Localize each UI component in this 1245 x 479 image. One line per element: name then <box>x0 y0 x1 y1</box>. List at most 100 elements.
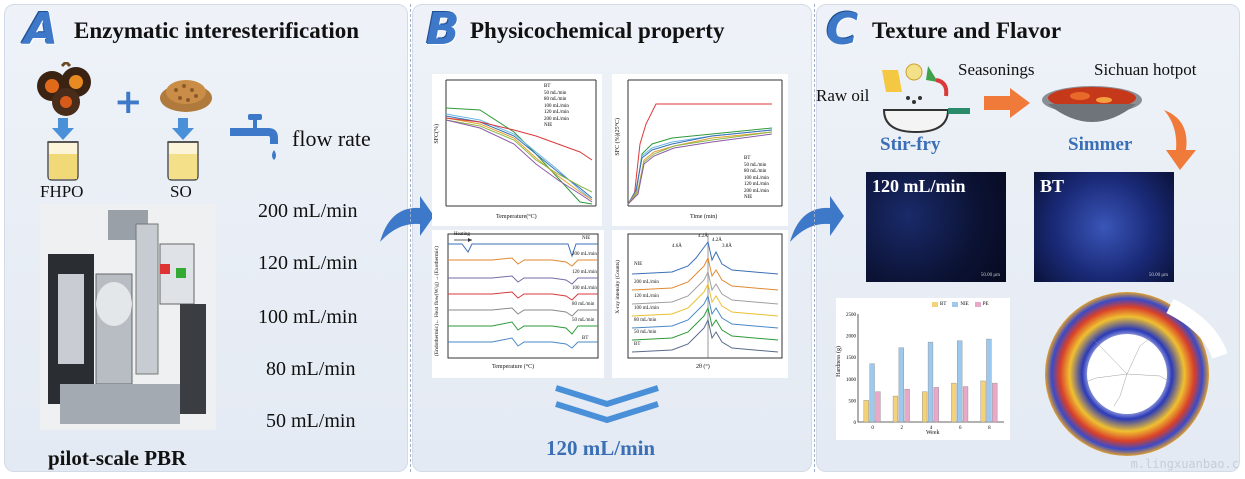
xrd-label-80: 80 mL/min <box>634 318 657 323</box>
sfc-temperature-chart: SFC(%) Temperature(°C) BT 50 mL/min 80 m… <box>432 74 602 226</box>
legend-item: 200 mL/min <box>544 116 569 122</box>
y-tick-label: 2000 <box>846 335 857 340</box>
faucet-icon <box>230 114 278 160</box>
bar-nie-week-0 <box>869 363 875 423</box>
bar-bt-week-8 <box>980 380 986 423</box>
bar-xlabel: Week <box>926 430 940 436</box>
selected-rate-label: 120 mL/min <box>546 436 656 460</box>
dsc-label-80: 80 mL/min <box>572 302 595 307</box>
bar-nie-week-8 <box>986 338 992 423</box>
dsc-label-bt: BT <box>582 336 589 341</box>
stir-fry-icon <box>882 63 970 134</box>
panel-c-title: Texture and Flavor <box>872 18 1062 43</box>
xrd-ylabel: X-ray intensity (Counts) <box>615 260 621 314</box>
beaker-icon <box>167 141 199 181</box>
sfc-time-ylabel: SFC (%)(25°C) <box>615 118 621 156</box>
bar-pe-week-6 <box>962 386 969 423</box>
bar-bt-week-2 <box>892 395 899 423</box>
x-tick-label: 4 <box>930 426 933 431</box>
panel-b-title: Physicochemical property <box>470 18 725 43</box>
ingredient-fhpo-label: FHPO <box>40 182 84 201</box>
legend-item: 100 mL/min <box>744 175 769 181</box>
xrd-xlabel: 2θ (°) <box>696 364 710 370</box>
bar-nie-week-4 <box>927 341 934 423</box>
dsc-chart: Heating (Endothermic)← Heat flow(W/g) →(… <box>432 230 604 378</box>
xrd-peak-label: 3.8Å <box>722 244 732 249</box>
legend-item: NIE <box>952 302 969 307</box>
flow-rate-50: 50 mL/min <box>266 410 356 432</box>
dsc-label-nie: NIE <box>582 236 591 241</box>
bar-nie-week-6 <box>957 340 963 423</box>
xrd-peak-label: 4.2Å <box>698 234 708 239</box>
bar-bt-week-0 <box>863 400 869 423</box>
raw-oil-label: Raw oil <box>816 86 870 105</box>
xrd-label-200: 200 mL/min <box>634 280 659 285</box>
arrow-right-icon <box>984 88 1030 118</box>
dsc-label-200: 200 mL/min <box>572 252 597 257</box>
arrow-right-icon <box>790 196 844 242</box>
sfc-time-legend: BT 50 mL/min 80 mL/min 100 mL/min 120 mL… <box>744 156 769 202</box>
micrograph-bt-label: BT <box>1040 176 1065 196</box>
arrow-right-icon <box>380 196 434 242</box>
dsc-heating-label: Heating <box>454 232 470 237</box>
y-tick-label: 1000 <box>846 378 857 383</box>
palm-fruit-icon <box>37 62 91 116</box>
flow-rate-80: 80 mL/min <box>266 358 356 380</box>
x-tick-label: 8 <box>988 426 991 431</box>
legend-item: PE <box>974 302 989 307</box>
scale-bar-label: 50.00 μm <box>980 273 1000 278</box>
xrd-label-bt: BT <box>634 342 641 347</box>
micrograph-120: 120 mL/min 50.00 μm <box>866 172 1006 282</box>
x-tick-label: 2 <box>901 426 904 431</box>
bar-bt-week-4 <box>922 391 928 423</box>
legend-item: NIE <box>544 123 553 128</box>
sfc-time-xlabel: Time (min) <box>690 214 718 220</box>
bar-nie-week-2 <box>898 347 904 423</box>
legend-item: 120 mL/min <box>744 182 769 187</box>
scale-bar-label: 50.00 μm <box>1148 273 1168 278</box>
hotpot-label: Sichuan hotpot <box>1094 60 1197 79</box>
bar-bt-week-6 <box>951 382 957 423</box>
hardness-bar-chart: 0 500 1000 1500 2000 2500 0 2 4 6 8 Hardness (g) W… <box>836 298 1010 440</box>
dsc-label-50: 50 mL/min <box>572 318 595 323</box>
circular-heatmap <box>1045 292 1228 456</box>
legend-item: 120 mL/min <box>544 110 569 115</box>
panel-a-letter: A <box>24 4 59 55</box>
panel-c-letter: C <box>826 4 859 55</box>
panel-b-letter: B <box>426 4 460 55</box>
bar-pe-week-8 <box>992 382 998 423</box>
dsc-label-120: 120 mL/min <box>572 270 597 275</box>
xrd-label-120: 120 mL/min <box>634 294 659 299</box>
down-arrow-icon <box>52 118 74 140</box>
sfc-temp-legend: BT 50 mL/min 80 mL/min 100 mL/min 120 mL… <box>544 84 569 130</box>
xrd-peak-label: 4.2Å <box>712 238 722 243</box>
dsc-xlabel: Temperature (°C) <box>492 364 535 370</box>
y-tick-label: 1500 <box>846 356 857 361</box>
chevron-down-icon <box>555 385 659 424</box>
legend-item: BT <box>744 156 751 161</box>
pilot-reactor-photo <box>40 204 216 430</box>
legend-item: BT <box>932 302 946 307</box>
hotpot-icon <box>1042 86 1142 122</box>
seeds-icon <box>160 80 212 112</box>
legend-item: BT <box>544 84 551 89</box>
dsc-ylabel: (Endothermic)← Heat flow(W/g) →(Exotherm… <box>434 246 440 357</box>
plus-sign: + <box>114 82 143 122</box>
sfc-temp-ylabel: SFC(%) <box>434 124 440 144</box>
sfc-temp-xlabel: Temperature(°C) <box>496 214 537 220</box>
flow-rate-120: 120 mL/min <box>258 252 358 274</box>
panel-a-title: Enzymatic interesterification <box>74 18 360 43</box>
y-tick-label: 500 <box>849 399 857 404</box>
y-tick-label: 0 <box>854 421 857 426</box>
xrd-chart: 4.6Å 4.2Å 3.8Å 4.2Å X-ray intensity (Cou… <box>612 230 788 378</box>
legend-item: 80 mL/min <box>544 97 567 102</box>
xrd-peak-label: 4.6Å <box>672 244 682 249</box>
hardness-bars: 0 500 1000 1500 2000 2500 0 2 4 6 8 <box>846 313 1004 431</box>
legend-item: 50 mL/min <box>544 90 567 96</box>
x-tick-label: 6 <box>959 426 962 431</box>
reactor-label: pilot-scale PBR <box>48 446 187 470</box>
micrograph-120-label: 120 mL/min <box>872 176 966 196</box>
seasonings-label: Seasonings <box>958 60 1035 79</box>
x-tick-label: 0 <box>871 426 874 431</box>
watermark: m.lingxuanbao.c <box>1130 457 1239 471</box>
